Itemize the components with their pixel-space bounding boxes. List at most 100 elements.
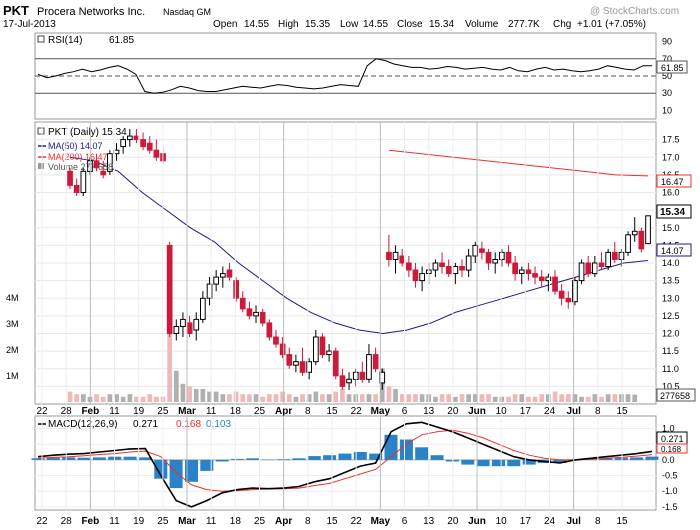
candle-body (186, 322, 193, 334)
volume-bar (439, 394, 445, 402)
rsi-tick-label: 10 (662, 105, 672, 115)
price-last-box: 15.34 (656, 204, 692, 219)
volume-bar (360, 394, 365, 402)
candle-body (226, 269, 233, 278)
volume-bar (453, 396, 458, 402)
volume-last-box: 277658 (656, 388, 696, 402)
volume-legend-swatch (38, 163, 44, 169)
rsi-tick-label: 30 (662, 88, 672, 98)
x-tick-label: 18 (230, 406, 242, 417)
volume-bar (393, 389, 398, 402)
volume-bar (134, 396, 139, 402)
volume-bar (340, 389, 345, 402)
volume-bar (127, 394, 133, 402)
volume-bar (74, 394, 79, 402)
volume-value: 277.7K (508, 19, 540, 30)
x-tick-label: 8 (595, 406, 601, 417)
volume-bar (386, 386, 392, 402)
macd-hist-bar (338, 453, 352, 460)
candle-body (273, 336, 279, 345)
xaxis-lower: 22 28 Feb 11 19 25 Mar 11 18 25 Apr 8 15 22 May 6 13 20 Ju… (36, 416, 628, 527)
x-tick-label: 11 (109, 406, 120, 417)
candle-body (505, 251, 512, 264)
price-tick-label: 13.5 (662, 276, 680, 286)
candle-body (459, 266, 465, 271)
candle-body (406, 262, 412, 271)
candle-body (445, 266, 452, 275)
x-tick-label: 28 (61, 516, 73, 527)
quote-date: 17-Jul-2013 (3, 19, 56, 30)
volume-bar (154, 396, 159, 402)
price-tick-label: 17.0 (662, 152, 680, 162)
volume-bar (220, 394, 226, 402)
price-tick-label: 16.0 (662, 188, 680, 198)
macd-hist-bar (645, 456, 659, 460)
candle-body (605, 251, 611, 267)
volume-bar (213, 391, 219, 402)
candle-body (319, 336, 326, 356)
x-tick-label: 15 (616, 406, 628, 417)
macd-hist-bar (215, 459, 229, 462)
candle-body (638, 230, 645, 250)
ma50-last-box: 14.07 (656, 243, 692, 257)
x-tick-label: 10 (496, 516, 508, 527)
volume-yaxis: 4M 3M 2M 1M (6, 293, 19, 381)
candle-body (146, 142, 153, 151)
candle-body (625, 234, 631, 253)
close-value: 15.34 (429, 19, 454, 30)
candle-body (372, 354, 379, 370)
volume-bar (326, 394, 332, 402)
rsi-yaxis: 90 70 50 30 10 (662, 37, 672, 116)
volume-bar (120, 396, 126, 402)
x-tick-label: 25 (254, 406, 266, 417)
candle-body (239, 297, 246, 310)
price-tick-label: 14.0 (662, 258, 680, 268)
x-tick-label: Jul (566, 406, 581, 417)
volume-bar (273, 394, 279, 402)
x-tick-label: 19 (133, 516, 145, 527)
volume-bar (512, 394, 518, 402)
macd-hist-bar (231, 458, 244, 460)
high-value: 15.35 (305, 19, 330, 30)
macd-hist-bar (476, 459, 490, 467)
x-tick-label: 15 (326, 516, 338, 527)
macd-hist-bar (399, 439, 413, 460)
candle-body (452, 266, 459, 275)
macd-hist-bar (323, 455, 337, 460)
volume-bar (240, 394, 246, 402)
macd-tick-label: -1.5 (662, 502, 678, 512)
macd-hist-bar (599, 458, 613, 460)
macd-hist-bar (492, 459, 505, 467)
volume-tick-label: 4M (6, 293, 19, 303)
volume-tick-label: 3M (6, 319, 19, 329)
candle-body (213, 276, 220, 285)
macd-hist-bar (353, 452, 367, 460)
x-tick-label: 17 (520, 406, 532, 417)
candle-body (578, 262, 585, 282)
volume-bar (313, 391, 319, 402)
volume-bar (632, 394, 638, 402)
rsi-panel (34, 32, 657, 120)
volume-bar (552, 391, 558, 402)
price-tick-label: 11.0 (662, 364, 679, 374)
volume-bar (406, 394, 412, 402)
volume-bar (532, 396, 538, 402)
company-name: Procera Networks Inc. (37, 6, 145, 18)
volume-bar (346, 394, 352, 402)
candle-body (432, 262, 439, 271)
volume-bar (459, 394, 465, 402)
candle-body (518, 269, 525, 274)
volume-bar (472, 394, 478, 402)
x-tick-label: 11 (109, 516, 120, 527)
ma200-last-label: 16.47 (661, 177, 684, 187)
price-tick-label: 12.5 (662, 311, 680, 321)
volume-bar (94, 394, 99, 402)
volume-bar (399, 394, 405, 402)
ma50-last-label: 14.07 (661, 246, 684, 256)
price-legend-marker (37, 127, 45, 135)
volume-bar (207, 391, 212, 402)
macd-tick-label: -0.5 (662, 471, 678, 481)
macd-value: 0.271 (133, 419, 158, 430)
macd-hist-bar (246, 458, 260, 460)
